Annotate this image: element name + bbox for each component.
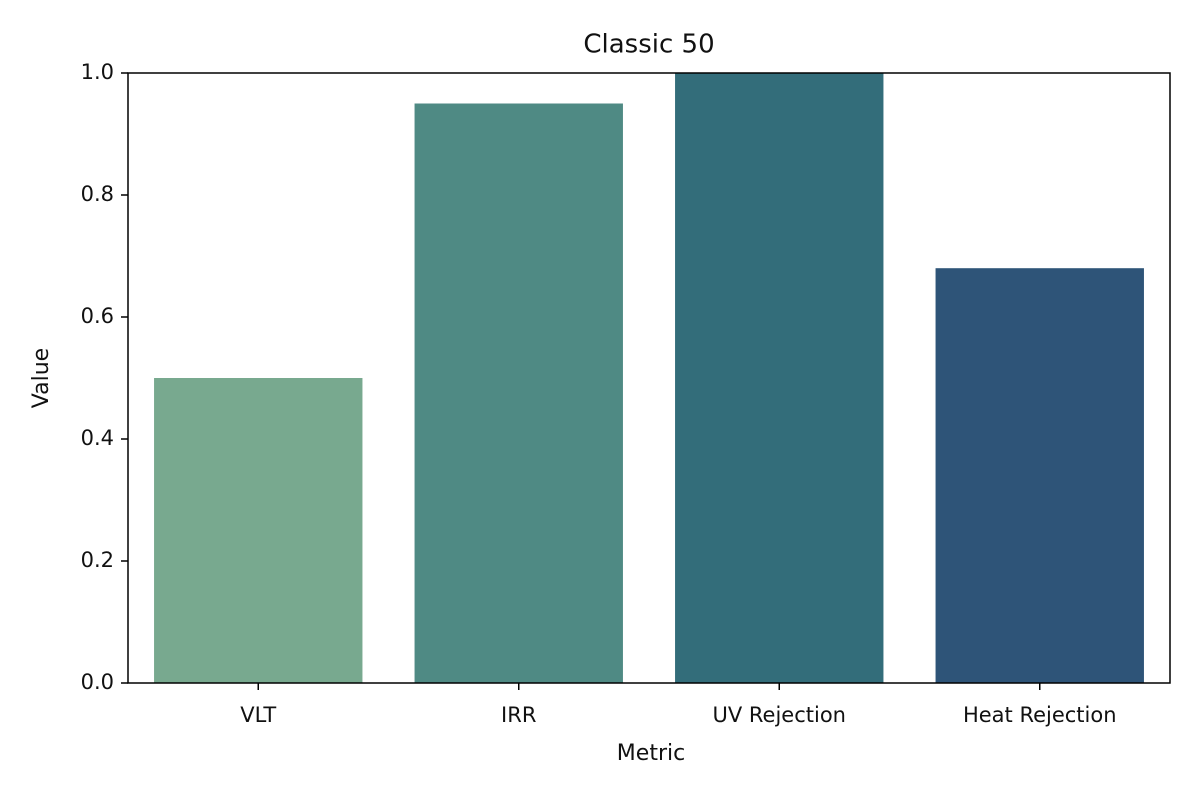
x-tick-label: VLT bbox=[240, 703, 276, 727]
bar bbox=[935, 268, 1144, 683]
y-tick-label: 0.2 bbox=[81, 548, 114, 572]
x-axis-label: Metric bbox=[617, 741, 685, 766]
bar bbox=[675, 73, 884, 683]
y-tick-label: 0.4 bbox=[81, 426, 114, 450]
y-axis-label: Value bbox=[29, 348, 54, 408]
plot-frame bbox=[127, 72, 1171, 684]
y-tick-label: 1.0 bbox=[81, 60, 114, 84]
bar bbox=[154, 378, 363, 683]
y-tick-label: 0.8 bbox=[81, 182, 114, 206]
bar bbox=[414, 103, 623, 683]
y-tick-label: 0.6 bbox=[81, 304, 114, 328]
x-tick-label: Heat Rejection bbox=[963, 703, 1117, 727]
chart-title: Classic 50 bbox=[583, 30, 714, 60]
y-tick-label: 0.0 bbox=[81, 670, 114, 694]
x-tick-label: UV Rejection bbox=[712, 703, 846, 727]
x-tick-label: IRR bbox=[501, 703, 536, 727]
